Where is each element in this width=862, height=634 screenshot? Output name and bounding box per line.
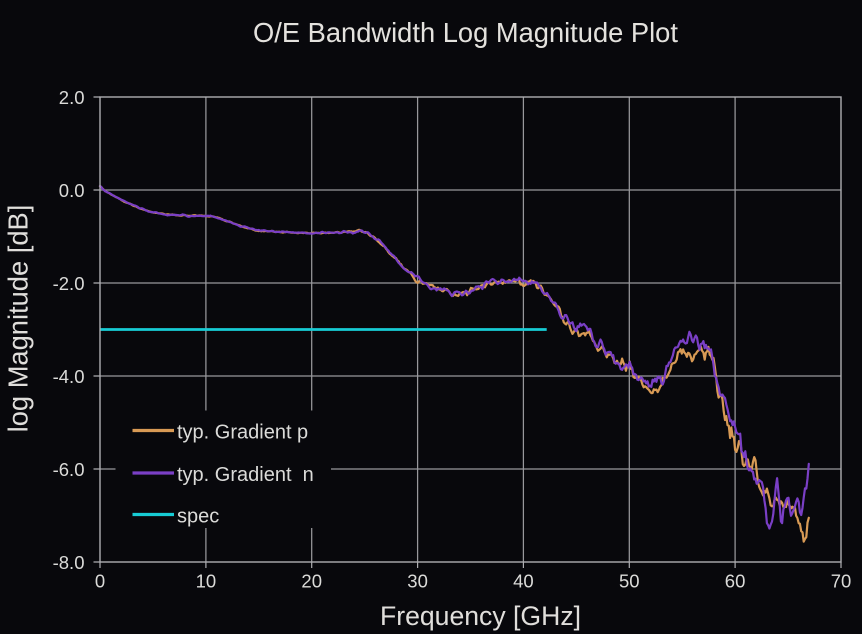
svg-text:-2.0: -2.0 [53, 273, 85, 294]
svg-text:typ. Gradient p: typ. Gradient p [177, 422, 308, 444]
svg-text:typ. Gradient n: typ. Gradient n [177, 464, 314, 486]
svg-text:20: 20 [301, 571, 322, 592]
svg-text:2.0: 2.0 [59, 87, 85, 108]
svg-text:0.0: 0.0 [59, 180, 85, 201]
svg-text:spec: spec [177, 506, 219, 528]
svg-text:10: 10 [196, 571, 217, 592]
svg-text:40: 40 [513, 571, 534, 592]
svg-text:-6.0: -6.0 [53, 459, 85, 480]
svg-text:70: 70 [831, 571, 852, 592]
svg-text:50: 50 [619, 571, 640, 592]
svg-text:30: 30 [407, 571, 428, 592]
svg-text:-4.0: -4.0 [53, 366, 85, 387]
svg-text:O/E Bandwidth Log Magnitude Pl: O/E Bandwidth Log Magnitude Plot [253, 17, 678, 48]
svg-text:-8.0: -8.0 [53, 552, 85, 573]
svg-text:log Magnitude [dB]: log Magnitude [dB] [3, 205, 34, 433]
svg-text:0: 0 [95, 571, 105, 592]
svg-text:60: 60 [725, 571, 746, 592]
svg-text:Frequency [GHz]: Frequency [GHz] [380, 601, 581, 631]
